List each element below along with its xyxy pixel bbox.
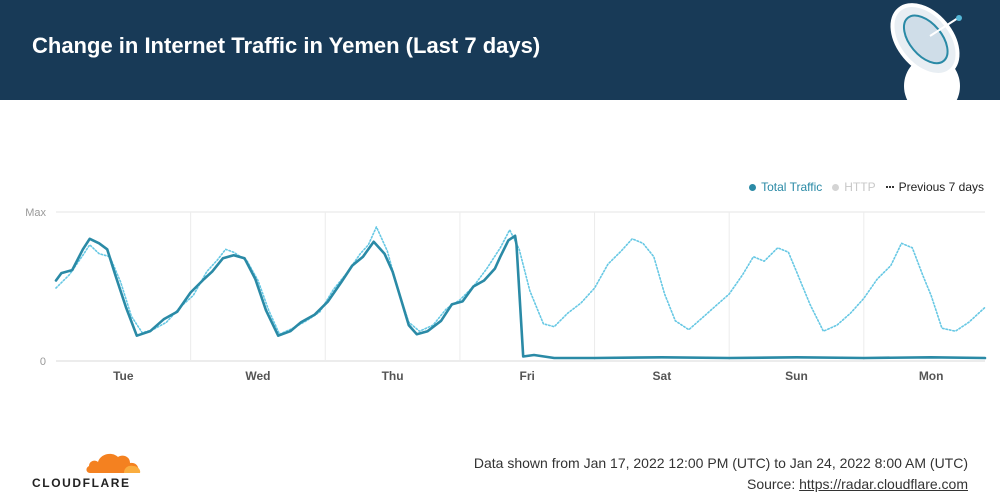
legend-total-traffic-label: Total Traffic (761, 180, 823, 194)
series-line-total-traffic (54, 234, 987, 360)
x-tick-label-tue: Tue (113, 369, 134, 383)
legend-total-traffic[interactable]: Total Traffic (749, 180, 822, 194)
chart-legend: Total Traffic HTTP Previous 7 days (749, 180, 984, 194)
legend-previous-7-days[interactable]: Previous 7 days (885, 180, 984, 194)
traffic-line-chart: Max 0 Tue Wed Thu Fri Sat Sun Mon (25, 207, 987, 383)
x-tick-label-sat: Sat (653, 369, 672, 383)
cloudflare-wordmark: CLOUDFLARE (32, 476, 131, 490)
y-tick-label-0: Max (25, 207, 46, 219)
source-line: Source: https://radar.cloudflare.com (474, 474, 968, 495)
header-banner: Change in Internet Traffic in Yemen (Las… (0, 0, 1000, 100)
legend-http[interactable]: HTTP (832, 180, 876, 194)
footer-info: Data shown from Jan 17, 2022 12:00 PM (U… (474, 453, 968, 495)
chart-series (54, 226, 987, 360)
page-title: Change in Internet Traffic in Yemen (Las… (32, 33, 541, 58)
x-tick-label-fri: Fri (520, 369, 535, 383)
source-link[interactable]: https://radar.cloudflare.com (799, 476, 968, 492)
legend-previous-7-days-label: Previous 7 days (898, 180, 984, 194)
x-tick-label-wed: Wed (245, 369, 270, 383)
chart-y-ticks: Max 0 (25, 207, 46, 368)
legend-total-traffic-dot (749, 183, 757, 191)
source-label: Source: (746, 476, 796, 492)
series-line-previous-7-days (55, 226, 986, 335)
x-tick-label-sun: Sun (785, 369, 808, 383)
legend-http-dot (832, 183, 840, 191)
legend-previous-7-days-dash (885, 186, 894, 188)
legend-http-label: HTTP (844, 180, 876, 194)
y-tick-label-1: 0 (40, 356, 46, 368)
chart-x-ticks: Tue Wed Thu Fri Sat Sun Mon (113, 369, 943, 383)
x-tick-label-thu: Thu (382, 369, 404, 383)
data-range-text: Data shown from Jan 17, 2022 12:00 PM (U… (473, 455, 968, 471)
x-tick-label-mon: Mon (919, 369, 944, 383)
cloudflare-cloud-icon (86, 453, 141, 473)
cloudflare-logo: CLOUDFLARE (32, 448, 142, 493)
satellite-dish-icon (890, 3, 962, 100)
